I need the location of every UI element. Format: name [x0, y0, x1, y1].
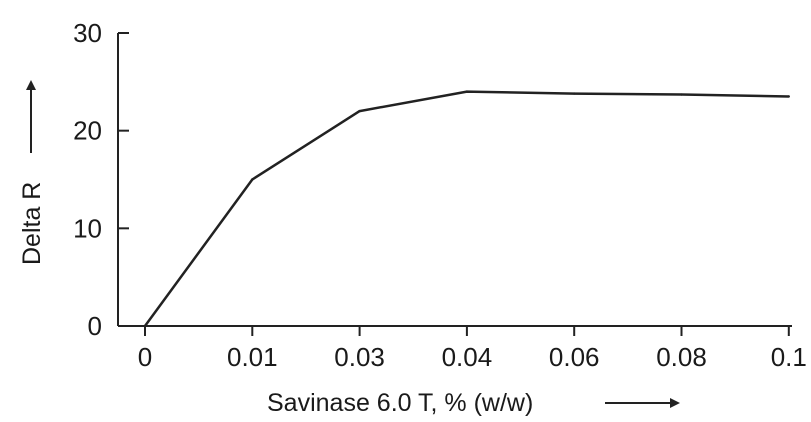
- x-tick-label: 0.04: [442, 342, 493, 372]
- data-point: [358, 109, 361, 113]
- x-axis-title-group: Savinase 6.0 T, % (w/w): [267, 389, 680, 417]
- data-point: [787, 95, 790, 98]
- y-axis-title-group: Delta R: [18, 80, 46, 265]
- data-point: [680, 93, 683, 96]
- data-point: [465, 90, 469, 93]
- x-tick-label: 0.03: [334, 342, 385, 372]
- x-ticks: 0 0.01 0.03 0.04 0.06 0.08 0.1: [138, 326, 807, 372]
- x-axis-title: Savinase 6.0 T, % (w/w): [267, 389, 533, 417]
- y-axis-title: Delta R: [18, 182, 46, 265]
- y-tick-label: 10: [73, 213, 102, 243]
- data-point: [143, 324, 147, 328]
- series-line-0: [143, 90, 789, 327]
- data-point: [251, 178, 254, 181]
- data-point: [573, 92, 576, 95]
- x-tick-label: 0.08: [656, 342, 707, 372]
- y-tick-label: 0: [88, 311, 102, 341]
- x-tick-label: 0.01: [227, 342, 278, 372]
- y-tick-label: 20: [73, 116, 102, 146]
- y-ticks: 0 10 20 30: [73, 18, 129, 341]
- x-tick-label: 0.06: [549, 342, 600, 372]
- x-tick-label: 0: [138, 342, 152, 372]
- y-tick-label: 30: [73, 18, 102, 48]
- series-layer: [143, 90, 790, 328]
- x-tick-label: 0.1: [771, 342, 807, 372]
